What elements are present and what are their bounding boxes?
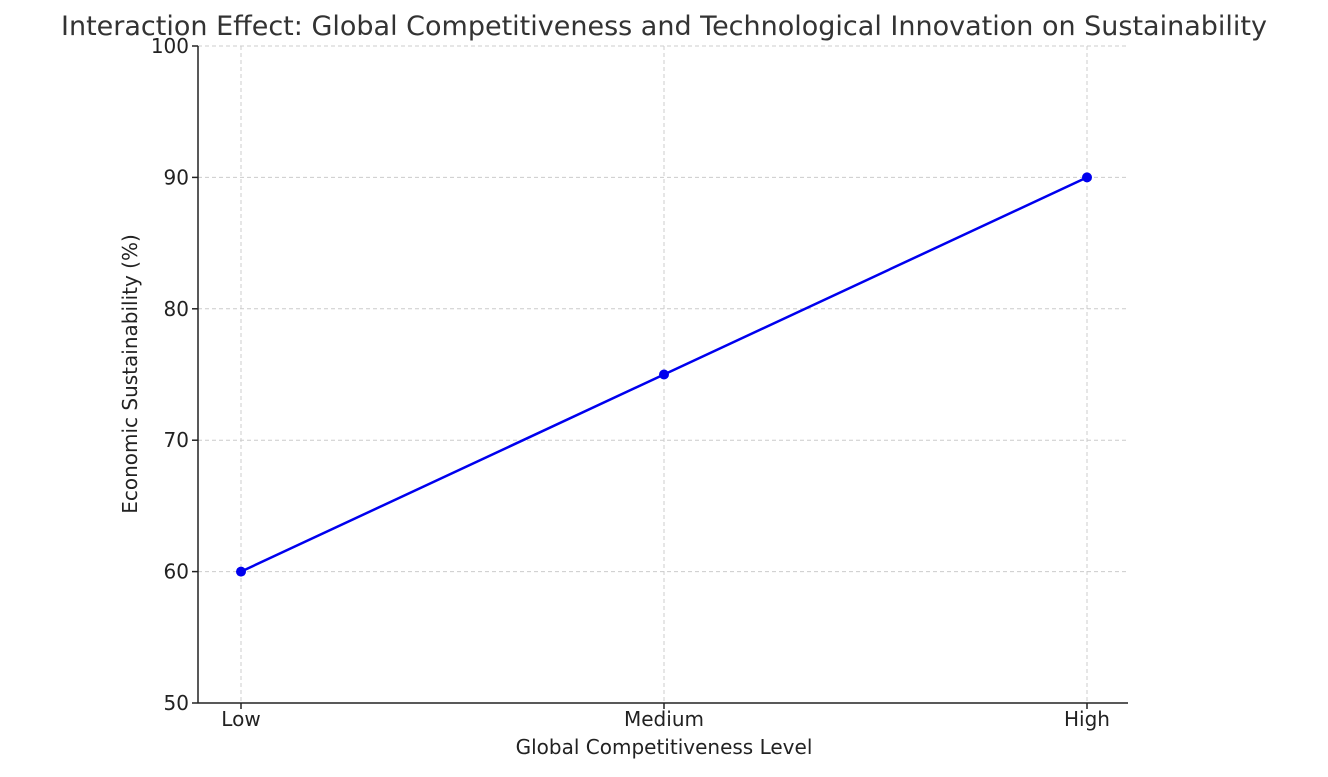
y-tick-label: 60 [164, 560, 189, 584]
grid-layer [198, 45, 1128, 704]
data-point [1082, 172, 1092, 183]
y-tick-label: 80 [164, 297, 189, 321]
x-tick-label: Low [221, 707, 260, 731]
data-point [659, 369, 669, 380]
series-layer [236, 172, 1092, 577]
y-tick-label: 90 [164, 165, 189, 189]
y-axis-label: Economic Sustainability (%) [118, 234, 142, 514]
y-tick-label: 50 [164, 691, 189, 715]
x-tick-label: High [1064, 707, 1110, 731]
x-tick-label: Medium [624, 707, 704, 731]
y-tick-label: 70 [164, 428, 189, 452]
x-axis-label: Global Competitiveness Level [516, 735, 813, 759]
chart-title: Interaction Effect: Global Competitivene… [61, 11, 1267, 42]
y-tick-label: 100 [151, 34, 189, 58]
tick-layer: 50 60 70 80 90 100 Low Medium High [151, 34, 1110, 731]
data-point [236, 566, 246, 577]
axis-layer [197, 46, 1128, 704]
